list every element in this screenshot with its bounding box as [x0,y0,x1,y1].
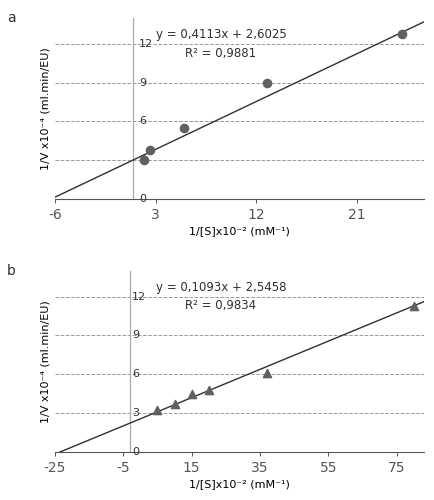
Point [141,156,148,164]
X-axis label: 1/[S]x10⁻² (mM⁻¹): 1/[S]x10⁻² (mM⁻¹) [188,479,289,489]
Text: R² = 0,9834: R² = 0,9834 [185,300,256,312]
X-axis label: 1/[S]x10⁻² (mM⁻¹): 1/[S]x10⁻² (mM⁻¹) [188,226,289,236]
Text: 3: 3 [138,155,145,165]
Point [187,390,194,398]
Text: 6: 6 [132,369,138,379]
Point [154,406,161,414]
Text: a: a [7,11,16,25]
Point [205,386,212,394]
Text: 12: 12 [138,39,153,49]
Text: 12: 12 [132,292,145,302]
Point [263,78,270,86]
Text: 9: 9 [138,78,145,88]
Point [409,302,416,310]
Text: 3: 3 [132,408,138,418]
Point [397,30,404,38]
Y-axis label: 1/V x10⁻⁴ (ml.min/EU): 1/V x10⁻⁴ (ml.min/EU) [41,300,51,422]
Text: y = 0,1093x + 2,5458: y = 0,1093x + 2,5458 [155,281,286,294]
Text: 0: 0 [132,446,138,456]
Text: R² = 0,9881: R² = 0,9881 [185,46,256,60]
Point [146,146,153,154]
Y-axis label: 1/V x10⁻⁴ (ml.min/EU): 1/V x10⁻⁴ (ml.min/EU) [41,47,51,170]
Text: 6: 6 [138,116,145,126]
Text: y = 0,4113x + 2,6025: y = 0,4113x + 2,6025 [155,28,286,42]
Point [171,400,178,408]
Text: b: b [7,264,16,278]
Point [180,124,187,132]
Text: 9: 9 [132,330,138,340]
Text: 0: 0 [138,194,145,204]
Point [263,369,270,377]
